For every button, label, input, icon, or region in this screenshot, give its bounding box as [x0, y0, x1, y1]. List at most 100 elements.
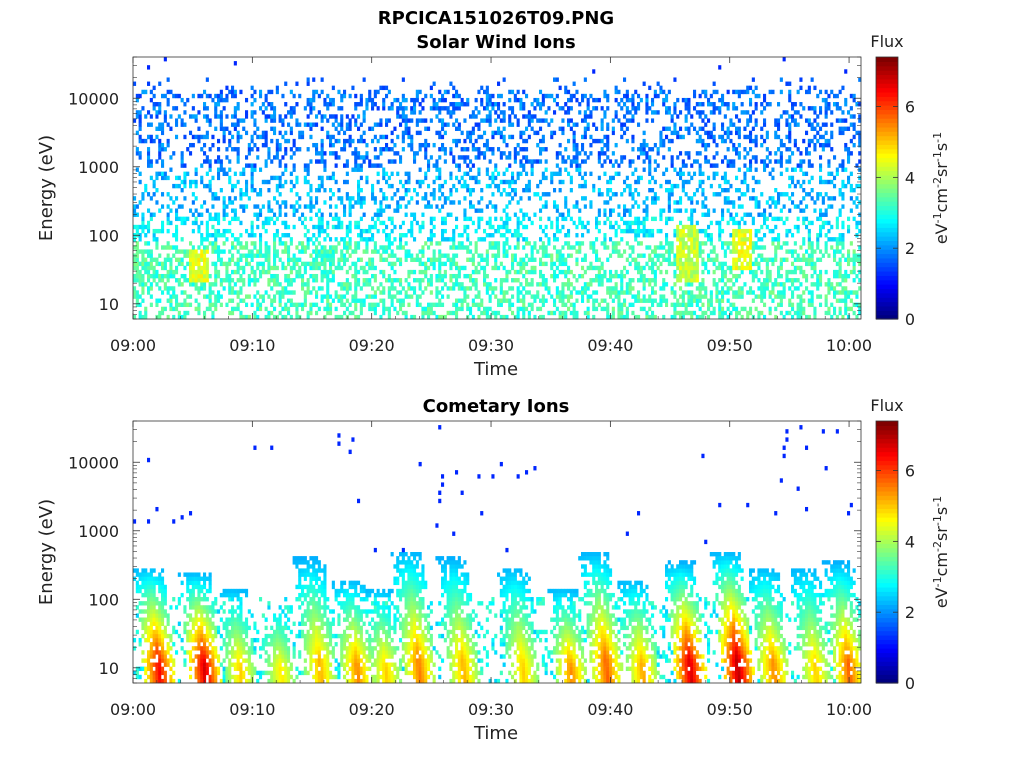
heatmap-cell: [245, 183, 249, 189]
heatmap-cell: [474, 179, 478, 185]
heatmap-cell: [746, 167, 750, 172]
heatmap-cell: [357, 102, 361, 107]
heatmap-cell: [547, 253, 551, 258]
heatmap-cell: [609, 224, 613, 230]
heatmap-cell: [701, 302, 705, 308]
heatmap-cell: [186, 302, 190, 308]
heatmap-cell: [606, 314, 610, 320]
heatmap-cell: [718, 237, 722, 242]
heatmap-cell: [166, 286, 170, 291]
heatmap-cell: [740, 269, 744, 275]
heatmap-cell: [625, 257, 629, 262]
heatmap-cell: [287, 310, 291, 316]
heatmap-cell: [267, 151, 271, 156]
heatmap-cell: [690, 249, 694, 254]
heatmap-cell: [177, 249, 181, 254]
heatmap-cell: [609, 286, 613, 291]
heatmap-cell: [471, 147, 475, 152]
heatmap-cell: [457, 122, 461, 127]
heatmap-cell: [214, 273, 218, 279]
heatmap-cell: [625, 310, 629, 316]
heatmap-cell: [180, 237, 184, 242]
heatmap-cell: [273, 130, 277, 136]
heatmap-cell: [219, 257, 223, 262]
heatmap-cell: [539, 102, 543, 107]
heatmap-cell: [189, 179, 193, 185]
heatmap-cell: [368, 228, 372, 234]
heatmap-cell: [684, 163, 688, 168]
heatmap-cell: [256, 261, 260, 267]
heatmap-cell: [435, 294, 439, 299]
heatmap-cell: [539, 106, 543, 111]
heatmap-cell: [777, 273, 781, 279]
heatmap-cell: [707, 302, 711, 308]
heatmap-cell: [301, 273, 305, 279]
heatmap-cell: [757, 179, 761, 185]
heatmap-cell: [707, 212, 711, 217]
heatmap-cell: [393, 151, 397, 156]
heatmap-cell: [525, 224, 529, 230]
heatmap-cell: [698, 126, 702, 131]
heatmap-cell: [721, 93, 725, 99]
heatmap-cell: [331, 151, 335, 156]
heatmap-cell: [236, 290, 240, 295]
heatmap-cell: [485, 102, 489, 107]
heatmap-cell: [620, 314, 624, 320]
heatmap-cell: [410, 118, 414, 123]
heatmap-cell: [421, 106, 425, 111]
heatmap-cell: [259, 302, 263, 308]
heatmap-cell: [695, 233, 699, 238]
heatmap-cell: [519, 298, 523, 303]
heatmap-cell: [704, 159, 708, 164]
heatmap-cell: [166, 102, 170, 107]
heatmap-cell: [505, 290, 509, 295]
heatmap-cell: [785, 257, 789, 262]
heatmap-cell: [679, 126, 683, 131]
heatmap-cell: [250, 175, 254, 181]
heatmap-cell: [376, 302, 380, 308]
heatmap-cell: [508, 151, 512, 156]
heatmap-cell: [432, 81, 436, 86]
heatmap-cell: [354, 265, 358, 271]
heatmap-cell: [471, 298, 475, 303]
heatmap-cell: [155, 241, 159, 246]
heatmap-cell: [197, 278, 201, 283]
heatmap-cell: [189, 241, 193, 246]
heatmap-cell: [362, 237, 366, 242]
heatmap-cell: [681, 159, 685, 164]
heatmap-cell: [572, 155, 576, 160]
heatmap-cell: [578, 110, 582, 115]
heatmap-cell: [270, 286, 274, 291]
heatmap-cell: [474, 147, 478, 152]
heatmap-cell: [757, 212, 761, 217]
heatmap-cell: [287, 224, 291, 230]
heatmap-cell: [334, 118, 338, 123]
heatmap-cell: [175, 257, 179, 262]
heatmap-cell: [273, 118, 277, 123]
heatmap-cell: [704, 233, 708, 238]
heatmap-cell: [373, 306, 377, 312]
heatmap-cell: [707, 237, 711, 242]
heatmap-cell: [583, 183, 587, 189]
heatmap-cell: [183, 310, 187, 316]
heatmap-cell: [404, 126, 408, 131]
heatmap-cell: [684, 102, 688, 107]
heatmap-cell: [687, 261, 691, 267]
heatmap-cell: [693, 126, 697, 131]
heatmap-cell: [371, 273, 375, 279]
heatmap-cell: [712, 269, 716, 275]
heatmap-cell: [457, 286, 461, 291]
heatmap-cell: [735, 249, 739, 254]
heatmap-cell: [317, 265, 321, 271]
heatmap-cell: [345, 114, 349, 119]
heatmap-cell: [317, 183, 321, 189]
heatmap-cell: [583, 269, 587, 275]
heatmap-cell: [743, 192, 747, 197]
heatmap-cell: [449, 102, 453, 107]
heatmap-cell: [390, 278, 394, 283]
heatmap-cell: [460, 102, 464, 107]
heatmap-cell: [620, 97, 624, 103]
heatmap-cell: [701, 257, 705, 262]
heatmap-cell: [387, 106, 391, 111]
heatmap-cell: [522, 155, 526, 160]
